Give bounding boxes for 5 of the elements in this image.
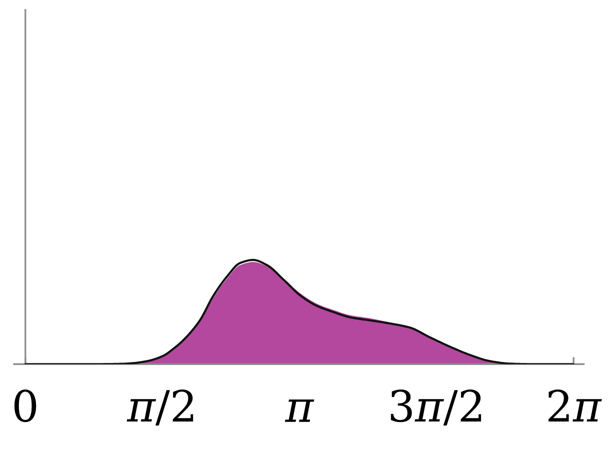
x-tick-label: π — [284, 399, 314, 422]
x-tick-label: 2π — [548, 390, 602, 422]
x-tick-label: 0 — [14, 390, 36, 422]
x-tick-label: 3π/2 — [390, 390, 482, 426]
x-tick-label: π/2 — [126, 390, 194, 426]
